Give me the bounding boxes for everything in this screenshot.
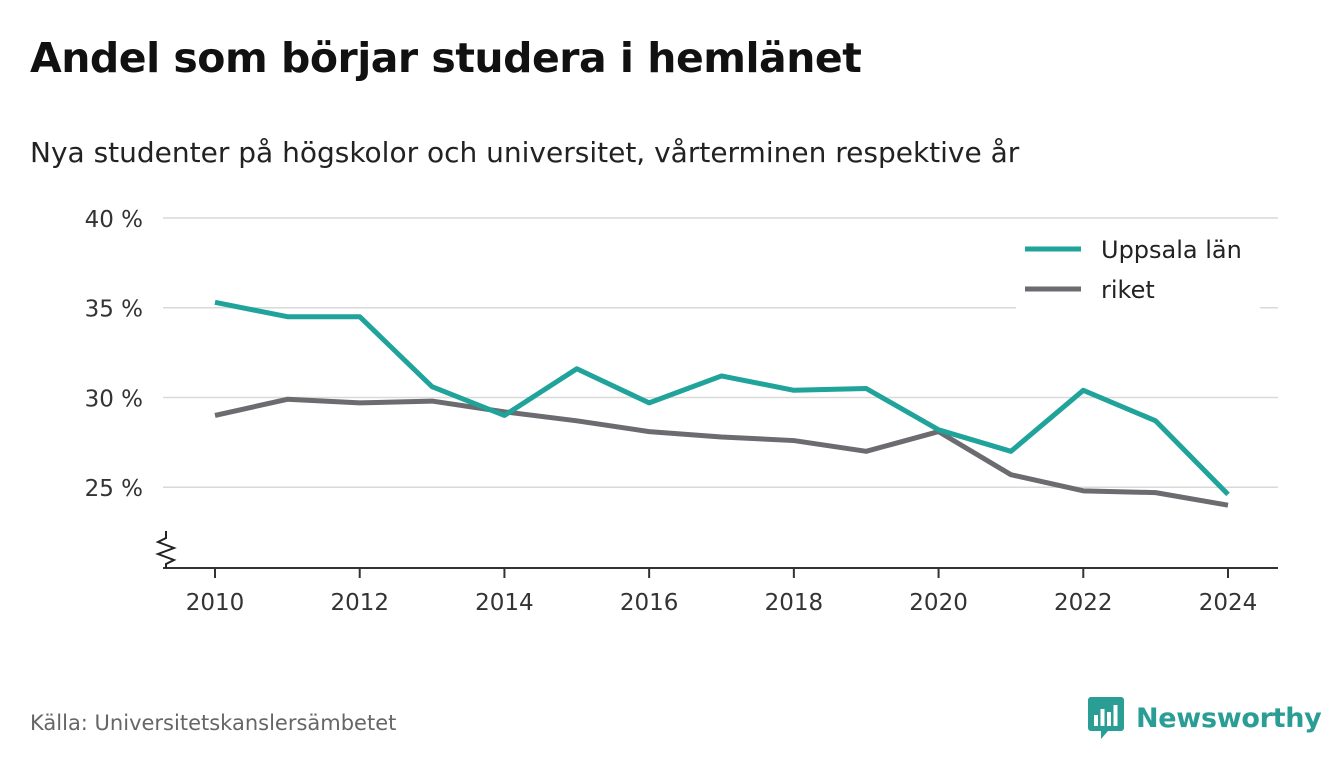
- x-tick-label: 2014: [475, 590, 534, 616]
- chart-title: Andel som börjar studera i hemlänet: [30, 34, 862, 82]
- x-tick-label: 2012: [330, 590, 389, 616]
- chart-subtitle: Nya studenter på högskolor och universit…: [30, 136, 1020, 169]
- y-tick-label: 35 %: [85, 297, 143, 323]
- legend: Uppsala län riket: [1016, 226, 1260, 310]
- x-tick-label: 2010: [186, 590, 245, 616]
- y-tick-label: 40 %: [85, 207, 143, 233]
- bar-chart-speech-bubble-icon: [1088, 697, 1124, 739]
- brand-logo: Newsworthy: [1088, 697, 1322, 739]
- x-tick-label: 2016: [620, 590, 679, 616]
- series-line-uppsala-lan: [214, 299, 1230, 497]
- legend-label: riket: [1101, 276, 1155, 304]
- x-tick-label: 2022: [1054, 590, 1113, 616]
- y-axis-break: [155, 531, 177, 568]
- x-axis-ticks: 2010 2012 2014 2016 2018 2020 2022 2024: [186, 568, 1258, 616]
- legend-box: [1016, 226, 1260, 310]
- brand-name: Newsworthy: [1136, 702, 1322, 734]
- source-note: Källa: Universitetskanslersämbetet: [30, 711, 397, 735]
- y-tick-label: 30 %: [85, 386, 143, 412]
- x-tick-label: 2020: [909, 590, 968, 616]
- series-lines: [214, 299, 1230, 508]
- x-tick-label: 2018: [765, 590, 824, 616]
- x-axis: [155, 531, 1278, 569]
- series-line-riket: [214, 396, 1229, 508]
- x-tick-label: 2024: [1199, 590, 1258, 616]
- y-tick-label: 25 %: [85, 476, 143, 502]
- legend-label: Uppsala län: [1101, 236, 1242, 264]
- y-axis-ticks: 25 % 30 % 35 % 40 %: [85, 207, 143, 502]
